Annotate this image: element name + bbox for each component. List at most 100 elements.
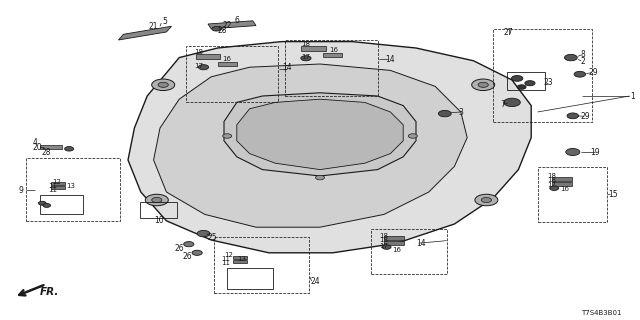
Text: 17: 17 [194,63,203,69]
Circle shape [198,65,209,70]
Bar [507,72,545,90]
Circle shape [382,245,391,249]
Text: 11: 11 [221,256,230,262]
Bar [538,167,607,222]
Circle shape [408,134,417,138]
Circle shape [152,79,175,91]
Bar [40,195,83,214]
Circle shape [567,113,579,119]
Text: 7: 7 [500,100,505,109]
Bar [214,237,309,293]
Text: 19: 19 [590,148,600,156]
Text: 4: 4 [33,138,38,147]
Text: 28: 28 [42,148,51,156]
Circle shape [511,76,523,81]
Circle shape [574,71,586,77]
Polygon shape [128,42,531,253]
Polygon shape [154,64,467,227]
Text: 26: 26 [174,244,184,253]
Text: T7S4B3B01: T7S4B3B01 [581,310,622,316]
Text: 22: 22 [223,21,232,30]
Bar [26,158,120,221]
Bar [218,62,237,66]
Text: 26: 26 [182,252,193,261]
Text: 16: 16 [392,247,401,253]
Circle shape [145,194,168,206]
Circle shape [212,27,221,31]
Bar [285,40,378,96]
Bar [51,186,65,189]
Text: 12: 12 [225,252,234,258]
Text: 18: 18 [380,233,388,239]
Text: 14: 14 [416,239,426,248]
Text: 14: 14 [282,63,292,72]
Bar [552,177,572,181]
Text: 16: 16 [560,187,569,192]
Text: 11: 11 [221,260,230,266]
Circle shape [38,201,46,205]
Text: 1: 1 [630,92,635,100]
Text: 8: 8 [580,50,585,59]
Polygon shape [208,21,256,29]
Bar [323,53,342,57]
Text: 11: 11 [49,183,58,189]
Bar [51,182,65,185]
Bar [552,182,572,186]
Text: 12: 12 [52,180,61,185]
Text: 18: 18 [547,177,556,183]
Circle shape [301,56,311,61]
Bar [371,229,447,274]
Text: 18: 18 [547,173,556,179]
Circle shape [478,82,488,87]
Text: 10: 10 [154,216,164,225]
Text: 17: 17 [547,182,556,188]
Text: 29: 29 [580,112,591,121]
Text: 25: 25 [207,233,218,242]
Circle shape [152,197,162,203]
Text: 18: 18 [380,237,388,243]
Text: 23: 23 [543,78,554,87]
Bar [186,46,278,102]
Circle shape [43,204,51,207]
Circle shape [525,81,535,86]
Circle shape [550,186,559,190]
Circle shape [566,148,580,156]
Text: 3: 3 [458,108,463,116]
Circle shape [475,194,498,206]
Bar [301,46,326,51]
Circle shape [158,82,168,87]
Text: 28: 28 [218,26,227,35]
Circle shape [472,79,495,91]
Circle shape [316,175,324,180]
Text: 29: 29 [588,68,598,77]
Text: 13: 13 [237,256,246,262]
Circle shape [564,54,577,61]
Text: 16: 16 [330,47,339,53]
Circle shape [65,147,74,151]
Text: 2: 2 [580,57,585,66]
Bar [40,145,63,149]
Bar [233,256,247,259]
Polygon shape [237,99,403,170]
Text: 18: 18 [194,49,203,55]
Bar [384,236,404,241]
Text: 27: 27 [504,28,514,37]
Text: 21: 21 [149,22,158,31]
Text: 16: 16 [223,56,232,62]
Circle shape [184,242,194,247]
Text: 24: 24 [310,277,321,286]
Text: 5: 5 [163,17,168,26]
Text: 18: 18 [301,41,310,47]
Bar [196,54,220,59]
Text: FR.: FR. [40,287,59,297]
Bar [384,241,404,245]
Text: 14: 14 [385,55,396,64]
Circle shape [504,98,520,107]
Bar [140,202,177,218]
Text: 11: 11 [49,187,58,193]
Text: 6: 6 [234,16,239,25]
Polygon shape [224,93,416,176]
Text: 15: 15 [608,190,618,199]
Bar [227,268,273,289]
Text: 9: 9 [18,186,23,195]
